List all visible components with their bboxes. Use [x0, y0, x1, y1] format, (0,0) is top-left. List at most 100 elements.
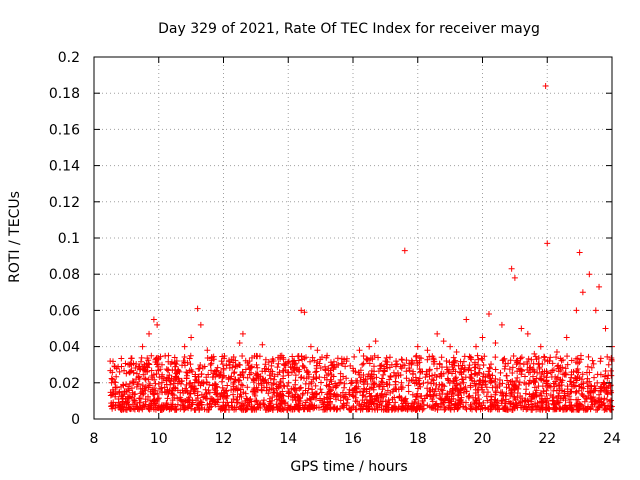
data-point	[471, 364, 478, 371]
data-point	[594, 379, 601, 386]
data-point	[528, 356, 535, 363]
data-point	[262, 361, 269, 368]
data-point	[450, 354, 457, 361]
data-point	[465, 393, 472, 400]
data-point	[595, 398, 602, 405]
data-point	[230, 370, 237, 377]
data-point	[556, 405, 563, 412]
data-point	[438, 386, 445, 393]
data-point	[342, 363, 349, 370]
data-point	[186, 380, 193, 387]
data-point-notable	[307, 343, 314, 350]
data-point	[228, 399, 235, 406]
data-point	[508, 389, 515, 396]
data-point	[261, 365, 268, 372]
data-point	[540, 353, 547, 360]
data-point	[191, 406, 198, 413]
data-point	[392, 372, 399, 379]
data-point	[543, 368, 550, 375]
data-point	[471, 399, 478, 406]
data-point-notable	[563, 334, 570, 341]
data-point	[485, 405, 492, 412]
data-point	[330, 406, 337, 413]
data-point	[580, 380, 587, 387]
data-point	[526, 391, 533, 398]
data-point-notable	[301, 309, 308, 316]
data-point	[359, 361, 366, 368]
data-point	[412, 396, 419, 403]
data-point	[584, 363, 591, 370]
data-point	[212, 385, 219, 392]
data-point	[579, 371, 586, 378]
data-point	[577, 352, 584, 359]
data-point	[496, 377, 503, 384]
data-point	[109, 376, 116, 383]
data-point	[188, 383, 195, 390]
data-point	[157, 406, 164, 413]
data-point	[356, 400, 363, 407]
data-point	[274, 371, 281, 378]
data-point-notable	[576, 249, 583, 256]
data-point	[413, 392, 420, 399]
data-point	[166, 372, 173, 379]
data-point	[289, 353, 296, 360]
data-point	[202, 395, 209, 402]
data-point	[445, 397, 452, 404]
data-point	[559, 364, 566, 371]
data-point	[403, 357, 410, 364]
data-point	[196, 400, 203, 407]
data-point	[517, 402, 524, 409]
data-point	[328, 362, 335, 369]
data-point	[535, 361, 542, 368]
data-point	[251, 385, 258, 392]
data-point	[293, 387, 300, 394]
data-point	[153, 370, 160, 377]
y-tick-label: 0.18	[49, 86, 80, 102]
data-point	[218, 378, 225, 385]
data-point	[306, 395, 313, 402]
data-point	[249, 388, 256, 395]
data-point	[499, 380, 506, 387]
data-point	[123, 399, 130, 406]
data-point	[454, 382, 461, 389]
data-point	[412, 353, 419, 360]
data-point	[309, 386, 316, 393]
data-point	[572, 389, 579, 396]
data-point	[499, 389, 506, 396]
data-point	[514, 374, 521, 381]
data-point	[312, 369, 319, 376]
data-point	[598, 384, 605, 391]
data-point-notable	[414, 343, 421, 350]
data-point	[457, 396, 464, 403]
data-point	[180, 357, 187, 364]
data-point	[295, 357, 302, 364]
data-point	[503, 372, 510, 379]
data-point	[142, 367, 149, 374]
data-point	[457, 386, 464, 393]
data-point	[475, 403, 482, 410]
data-point	[180, 402, 187, 409]
data-point-notable	[133, 376, 140, 383]
data-point	[333, 382, 340, 389]
data-point	[566, 393, 573, 400]
data-point	[363, 405, 370, 412]
data-point	[484, 397, 491, 404]
data-point-notable	[204, 347, 211, 354]
data-point	[562, 397, 569, 404]
data-point-notable	[579, 289, 586, 296]
data-point	[394, 360, 401, 367]
data-point-notable	[107, 358, 114, 365]
data-point	[494, 398, 501, 405]
data-point	[403, 375, 410, 382]
data-point	[266, 372, 273, 379]
data-point	[169, 388, 176, 395]
data-point	[376, 382, 383, 389]
data-point	[324, 391, 331, 398]
x-tick-label: 8	[90, 431, 99, 447]
data-point	[142, 401, 149, 408]
data-point	[522, 390, 529, 397]
data-point	[589, 357, 596, 364]
data-point	[327, 376, 334, 383]
data-point	[244, 402, 251, 409]
data-point	[505, 360, 512, 367]
